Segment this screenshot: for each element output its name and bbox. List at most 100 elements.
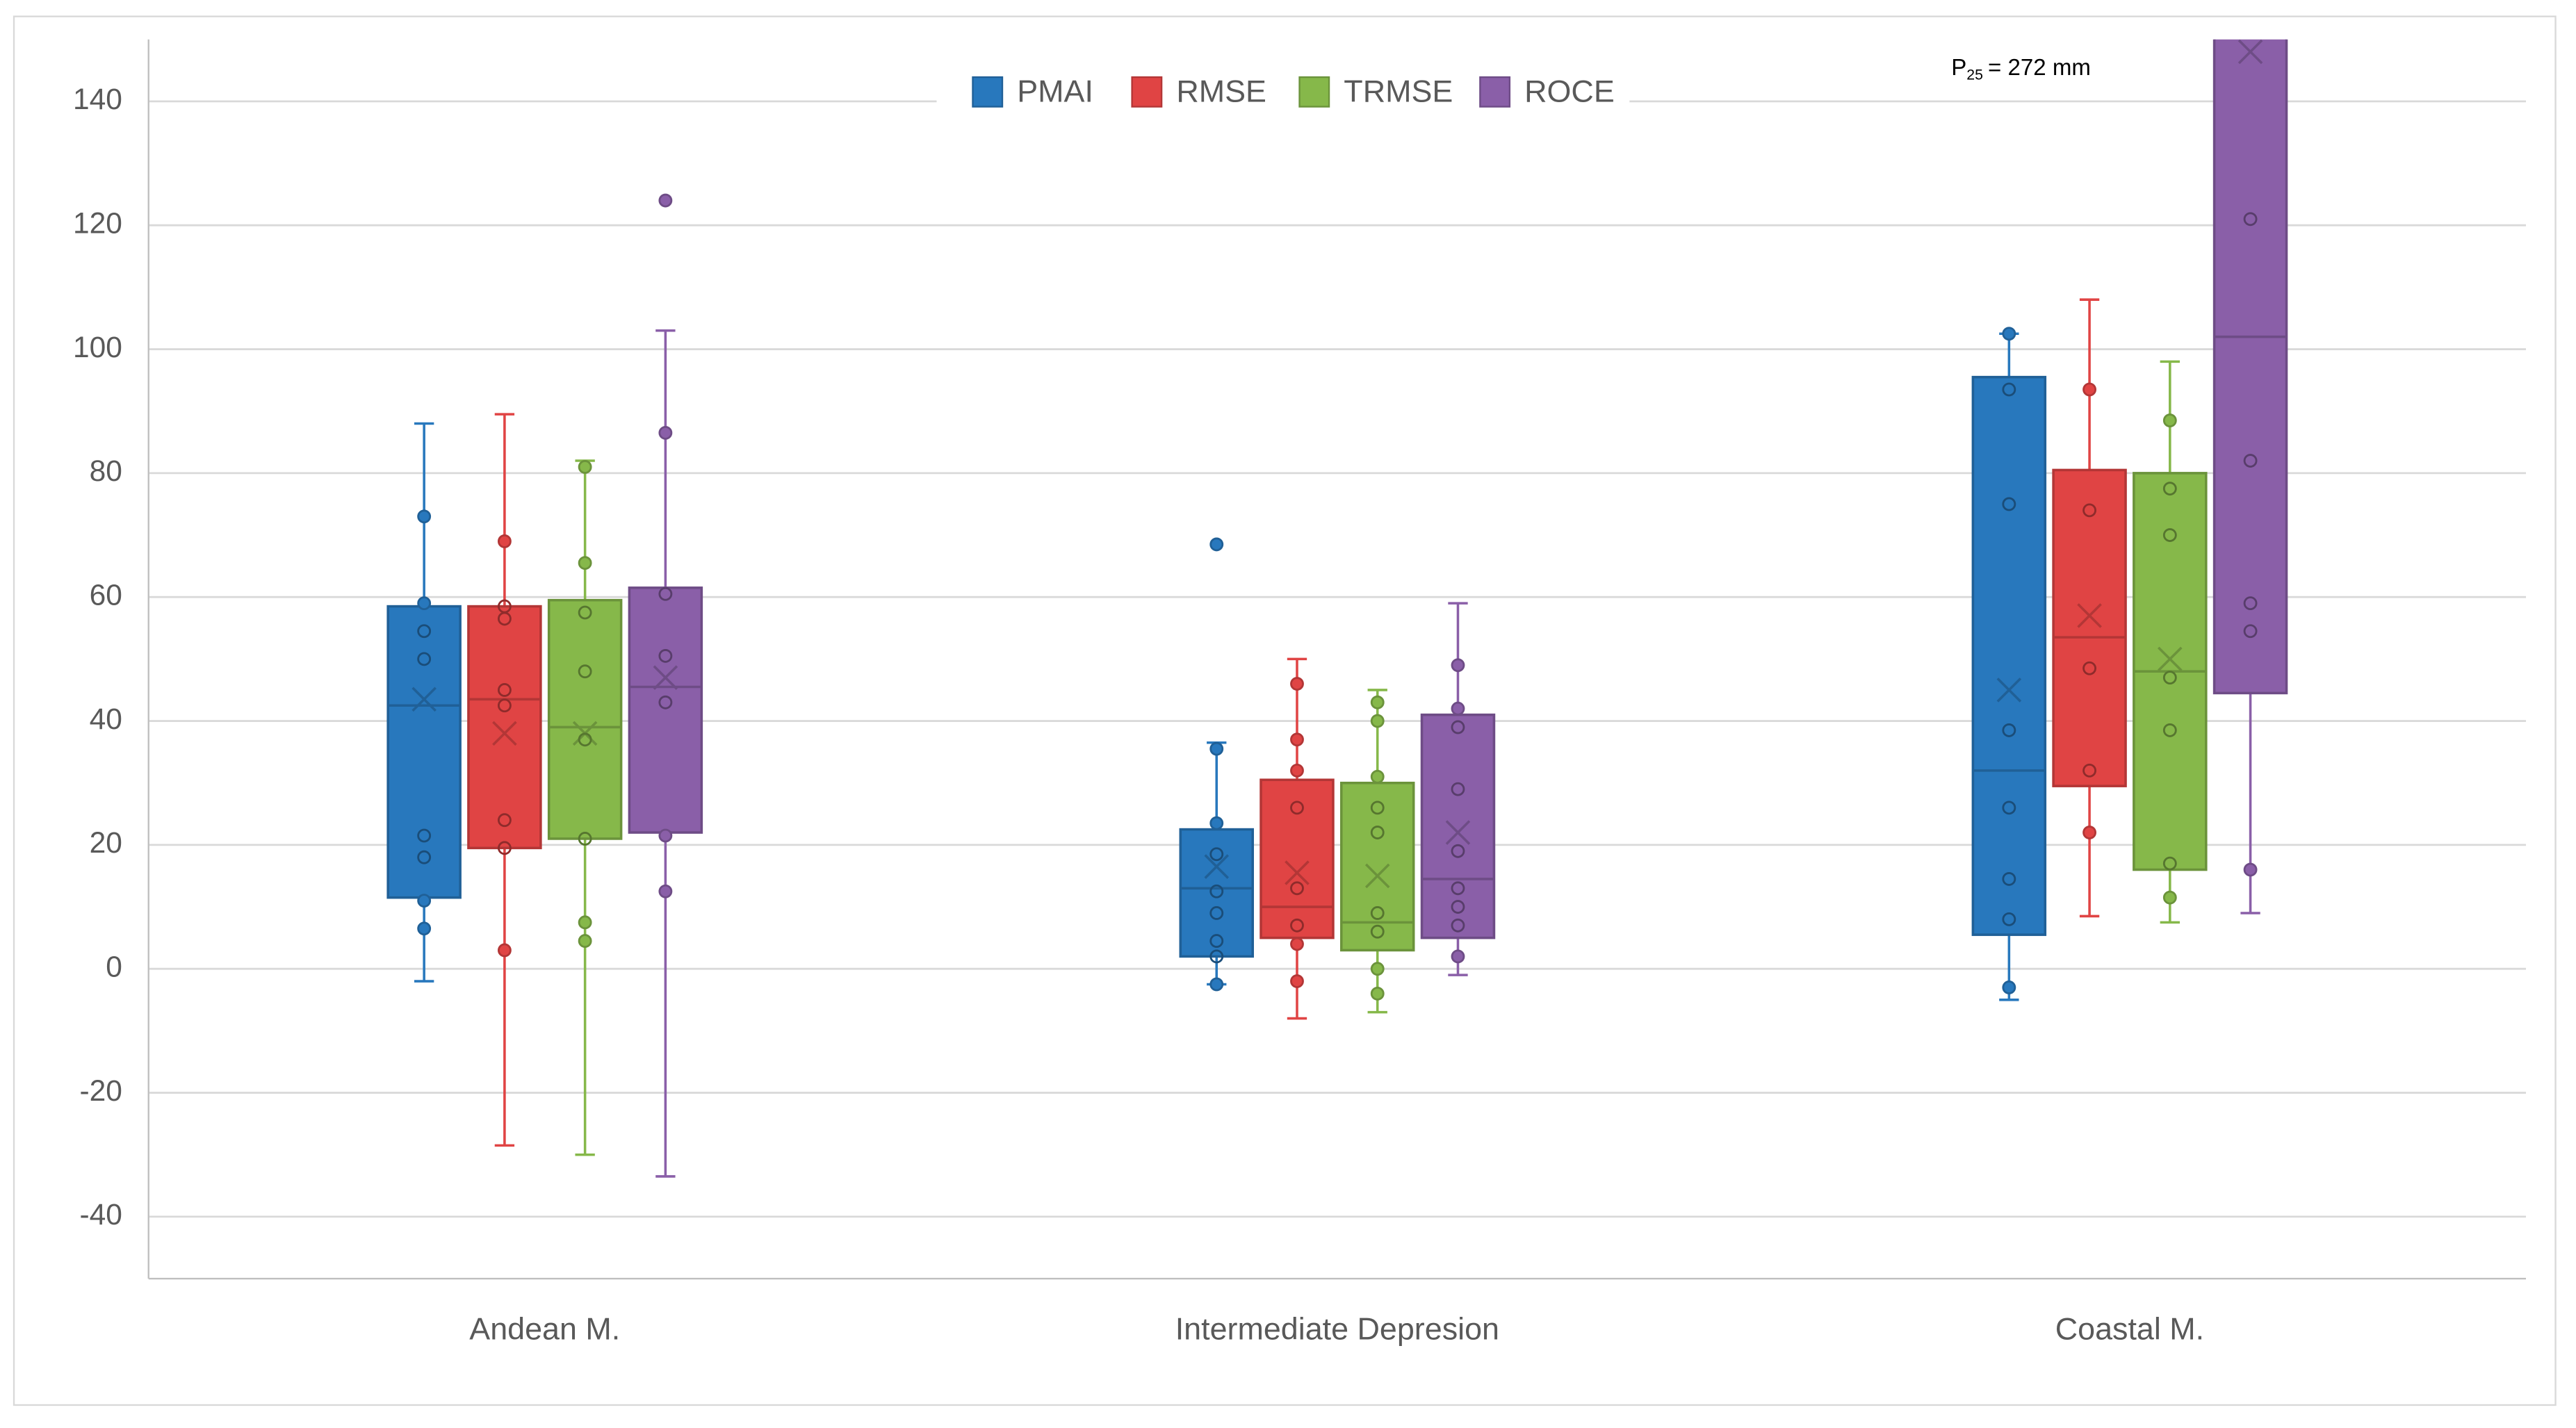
data-point <box>1451 844 1465 858</box>
data-point <box>2243 862 2258 877</box>
data-point <box>1370 906 1385 920</box>
overlay: PMAI RMSE TRMSE ROCE P25 = 272 mm <box>936 55 2091 122</box>
data-point <box>497 683 512 697</box>
data-point <box>2002 912 2016 926</box>
legend-background <box>936 62 1630 122</box>
data-point <box>1209 816 1224 830</box>
box-group <box>1420 602 1496 976</box>
box <box>547 598 623 840</box>
grid: -40 -20 0 20 40 60 80 100 120 140 Andean M. Interme… <box>73 39 2527 1346</box>
data-point <box>1370 714 1385 728</box>
data-point <box>2243 212 2258 227</box>
annotation-part: 25 <box>1966 66 1983 83</box>
data-point <box>658 884 673 898</box>
data-point <box>2162 528 2177 542</box>
box-group <box>2212 39 2288 914</box>
data-point <box>2243 454 2258 468</box>
y-tick-label: 140 <box>73 83 122 116</box>
data-point <box>1451 949 1465 964</box>
y-tick-label: 40 <box>90 703 122 736</box>
data-point <box>417 894 432 908</box>
data-point <box>578 732 592 747</box>
data-point <box>2002 801 2016 815</box>
data-point <box>417 850 432 864</box>
data-point <box>658 586 673 601</box>
annotation: P25 = 272 mm <box>1951 55 2091 83</box>
data-point <box>2162 890 2177 905</box>
data-point <box>1451 658 1465 673</box>
legend-label: PMAI <box>1017 73 1093 108</box>
data-point <box>2162 413 2177 427</box>
data-point <box>1290 881 1304 896</box>
data-point <box>578 664 592 679</box>
mean-marker <box>2077 603 2102 628</box>
data-point <box>1290 974 1304 988</box>
mean-marker <box>1364 863 1390 889</box>
data-point <box>578 915 592 930</box>
data-point <box>1370 962 1385 976</box>
data-point <box>1209 741 1224 756</box>
data-point <box>497 534 512 548</box>
data-point <box>2162 482 2177 496</box>
data-point <box>417 921 432 936</box>
y-tick-label: 120 <box>73 207 122 240</box>
legend-label: TRMSE <box>1344 73 1453 108</box>
data-point <box>1209 949 1224 964</box>
data-point <box>417 596 432 611</box>
mean-marker <box>492 721 517 746</box>
y-tick-label: 100 <box>73 331 122 364</box>
data-point <box>658 828 673 843</box>
data-point <box>2002 871 2016 886</box>
x-tick-label: Andean M. <box>469 1311 620 1346</box>
legend-swatch <box>1298 76 1330 108</box>
legend-swatch <box>1479 76 1511 108</box>
x-tick-label: Intermediate Depresion <box>1175 1311 1499 1346</box>
legend-label: ROCE <box>1524 73 1615 108</box>
data-point <box>578 934 592 949</box>
data-point <box>658 425 673 440</box>
y-tick-label: 0 <box>106 951 122 983</box>
legend-swatch <box>1131 76 1163 108</box>
data-point <box>1451 918 1465 933</box>
data-point <box>2162 671 2177 685</box>
data-point <box>1290 732 1304 747</box>
box-group <box>2052 298 2127 918</box>
data-point <box>497 841 512 855</box>
data-point <box>1290 763 1304 778</box>
data-point <box>578 832 592 846</box>
y-tick-label: -20 <box>79 1075 122 1108</box>
legend-swatch <box>972 76 1004 108</box>
box <box>467 605 542 850</box>
data-point <box>497 943 512 958</box>
mean-marker <box>2237 39 2263 65</box>
data-point <box>1370 826 1385 839</box>
data-point <box>497 612 512 626</box>
annotation-part: P <box>1951 55 1966 81</box>
data-point <box>2002 497 2016 511</box>
mean-marker <box>2158 646 2183 672</box>
data-point <box>1290 677 1304 691</box>
data-point <box>1209 906 1224 920</box>
data-point <box>658 695 673 709</box>
mean-marker <box>411 687 437 712</box>
data-point <box>417 509 432 524</box>
data-point <box>1209 537 1224 552</box>
legend: PMAI RMSE TRMSE ROCE <box>936 62 1630 122</box>
data-point <box>1370 924 1385 939</box>
data-point <box>1209 934 1224 949</box>
box-group <box>628 193 703 1178</box>
mean-marker <box>1204 854 1230 879</box>
data-point <box>2162 856 2177 871</box>
data-point <box>658 648 673 663</box>
x-tick-label: Coastal M. <box>2055 1311 2204 1346</box>
box <box>2212 39 2288 695</box>
data-point <box>2082 826 2097 839</box>
data-point <box>417 652 432 666</box>
data-point <box>2082 661 2097 675</box>
data-point <box>1209 847 1224 862</box>
y-tick-label: 20 <box>90 827 122 860</box>
legend-label: RMSE <box>1176 73 1266 108</box>
data-point <box>2002 382 2016 397</box>
box-group <box>467 413 542 1147</box>
data-point <box>1451 881 1465 896</box>
